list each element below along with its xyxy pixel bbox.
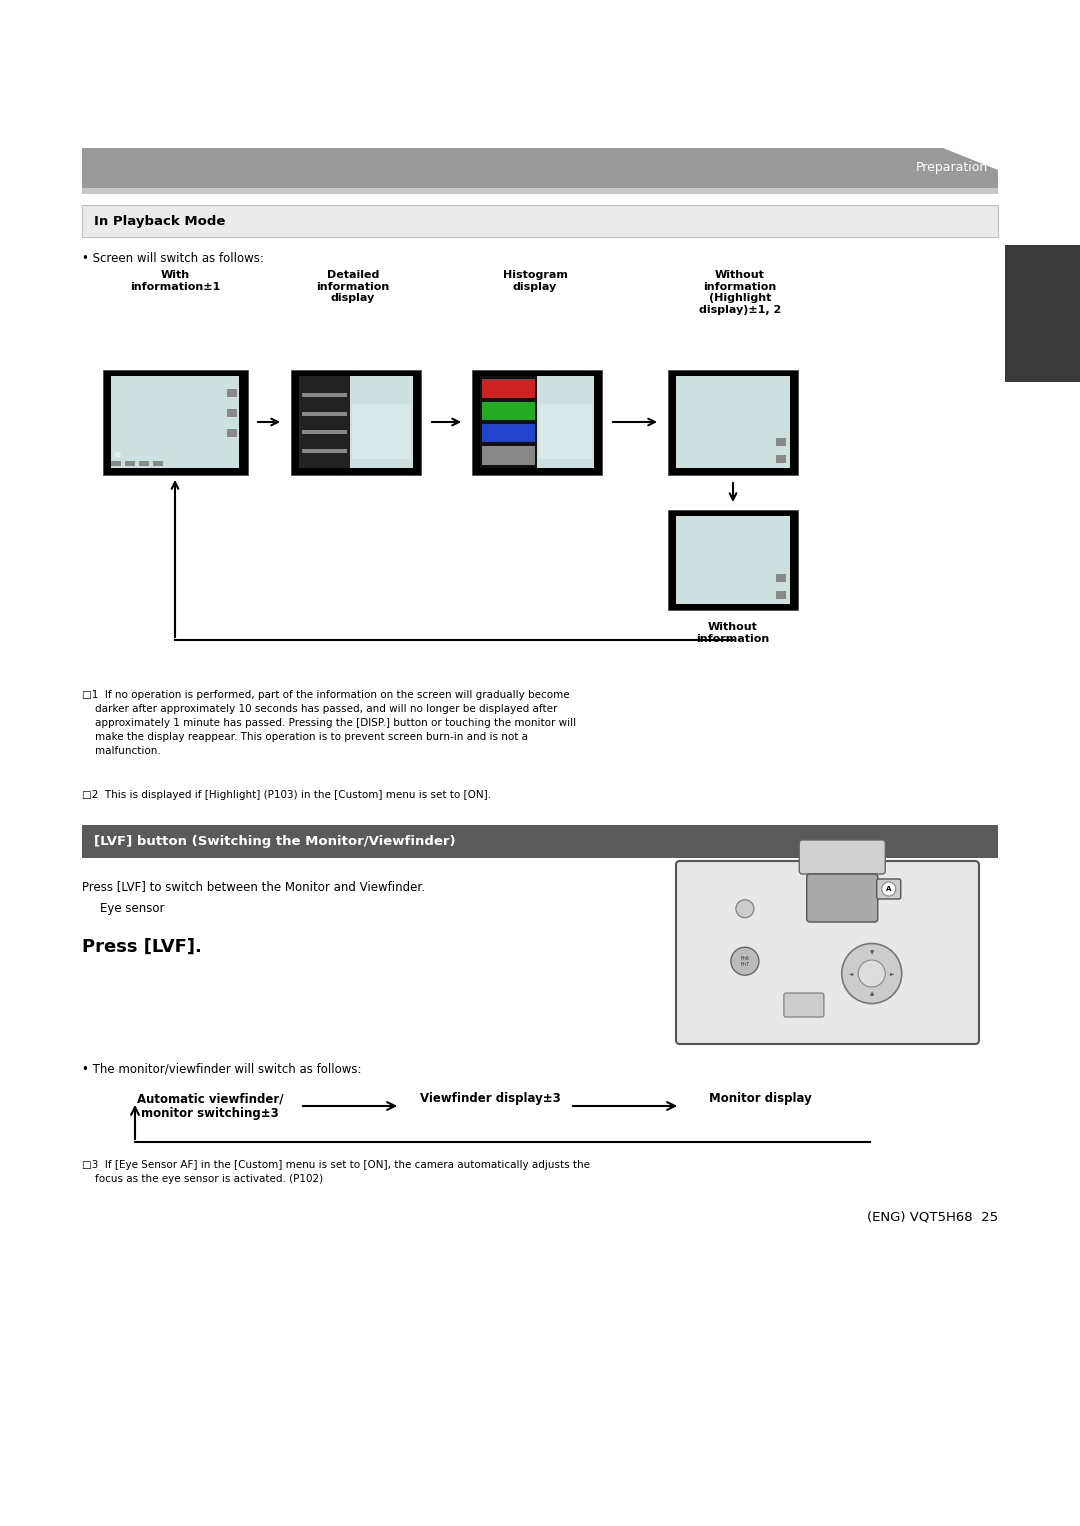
FancyBboxPatch shape xyxy=(676,861,978,1044)
FancyBboxPatch shape xyxy=(799,839,886,874)
Text: (ENG) VQT5H68  25: (ENG) VQT5H68 25 xyxy=(867,1210,998,1222)
Text: Histogram
display: Histogram display xyxy=(502,270,567,291)
Text: In Playback Mode: In Playback Mode xyxy=(94,215,226,227)
Bar xyxy=(482,401,535,420)
Bar xyxy=(291,369,421,475)
Bar xyxy=(301,412,348,415)
Text: • The monitor/viewfinder will switch as follows:: • The monitor/viewfinder will switch as … xyxy=(82,1062,362,1074)
Text: ◄: ◄ xyxy=(849,971,853,977)
Bar xyxy=(111,375,239,468)
Text: ▼: ▼ xyxy=(869,951,874,955)
Bar xyxy=(669,369,798,475)
Text: ⊞: ⊞ xyxy=(114,452,120,458)
Text: □2  This is displayed if [Highlight] (P103) in the [Custom] menu is set to [ON].: □2 This is displayed if [Highlight] (P10… xyxy=(82,790,491,800)
Bar xyxy=(676,516,791,604)
Circle shape xyxy=(841,943,902,1004)
Text: Press [LVF] to switch between the Monitor and Viewfinder.: Press [LVF] to switch between the Monito… xyxy=(82,881,426,893)
Bar xyxy=(482,380,535,398)
Bar xyxy=(301,449,348,453)
Text: ▲: ▲ xyxy=(869,992,874,996)
FancyBboxPatch shape xyxy=(807,874,878,922)
Bar xyxy=(482,446,535,464)
Bar xyxy=(301,394,348,397)
Circle shape xyxy=(735,900,754,917)
Circle shape xyxy=(731,948,759,975)
Bar xyxy=(676,375,791,468)
Bar xyxy=(103,369,247,475)
Circle shape xyxy=(859,960,886,987)
Bar xyxy=(125,461,135,467)
Text: □3  If [Eye Sensor AF] in the [Custom] menu is set to [ON], the camera automatic: □3 If [Eye Sensor AF] in the [Custom] me… xyxy=(82,1160,590,1184)
Text: Eye sensor: Eye sensor xyxy=(100,902,164,916)
Text: [LVF] button (Switching the Monitor/Viewfinder): [LVF] button (Switching the Monitor/View… xyxy=(94,835,456,848)
Bar xyxy=(227,409,237,417)
Bar xyxy=(352,403,411,459)
Text: Without
information: Without information xyxy=(697,623,770,644)
Bar xyxy=(482,424,535,443)
Bar xyxy=(82,148,998,188)
Text: Monitor display: Monitor display xyxy=(708,1093,811,1105)
Text: ►: ► xyxy=(890,971,894,977)
Bar xyxy=(777,574,786,581)
Bar xyxy=(777,455,786,464)
Bar xyxy=(777,438,786,446)
FancyBboxPatch shape xyxy=(877,879,901,899)
Bar xyxy=(539,403,592,459)
Text: • Screen will switch as follows:: • Screen will switch as follows: xyxy=(82,252,264,266)
Text: Without
information
(Highlight
display)±1, 2: Without information (Highlight display)±… xyxy=(699,270,781,314)
Bar xyxy=(1005,246,1080,382)
Bar xyxy=(301,430,348,435)
Bar xyxy=(82,204,998,237)
Bar xyxy=(299,375,350,468)
Text: Detailed
information
display: Detailed information display xyxy=(316,270,390,304)
Bar xyxy=(227,389,237,397)
Bar xyxy=(153,461,163,467)
Polygon shape xyxy=(943,148,998,169)
Text: Press [LVF].: Press [LVF]. xyxy=(82,938,202,955)
Text: Fn6
Fn7: Fn6 Fn7 xyxy=(741,955,750,966)
Text: Preparation: Preparation xyxy=(916,162,988,174)
Bar xyxy=(669,510,798,610)
Bar xyxy=(299,375,414,468)
Bar xyxy=(82,826,998,858)
Bar xyxy=(227,429,237,436)
Bar xyxy=(472,369,602,475)
Text: Automatic viewfinder/
monitor switching±3: Automatic viewfinder/ monitor switching±… xyxy=(137,1093,283,1120)
Bar xyxy=(777,591,786,600)
Text: With
information±1: With information±1 xyxy=(130,270,220,291)
Bar xyxy=(111,461,121,467)
Text: Viewfinder display±3: Viewfinder display±3 xyxy=(420,1093,561,1105)
FancyBboxPatch shape xyxy=(784,993,824,1016)
Text: A: A xyxy=(886,887,891,893)
Bar xyxy=(82,188,998,194)
Bar xyxy=(480,375,594,468)
Text: □1  If no operation is performed, part of the information on the screen will gra: □1 If no operation is performed, part of… xyxy=(82,690,576,755)
Bar xyxy=(139,461,149,467)
Bar xyxy=(480,375,537,468)
Circle shape xyxy=(881,882,895,896)
